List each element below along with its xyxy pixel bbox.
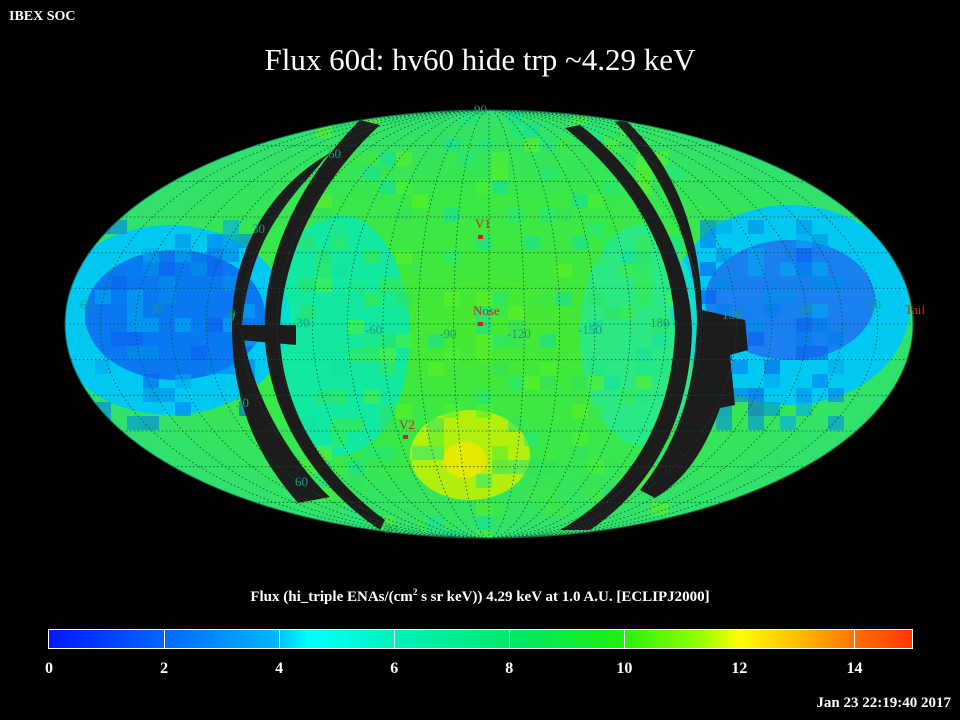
lon-label-neg150: -150: [578, 322, 602, 337]
colorbar-title-rest: s sr keV)) 4.29 keV at 1.0 A.U. [ECLIPJ2…: [417, 589, 710, 605]
v1-label: V1: [475, 216, 491, 231]
lon-label-150: 150: [722, 307, 742, 322]
v2-label: V2: [399, 417, 415, 432]
colorbar: [48, 629, 913, 649]
colorbar-tick: [279, 630, 281, 648]
lon-label-120: 120: [792, 301, 812, 316]
colorbar-tick: [624, 630, 626, 648]
no-data-region-right: [615, 120, 748, 498]
tail-label: Tail: [905, 302, 925, 317]
nose-label: Nose: [473, 303, 500, 318]
lon-label-30: 30: [150, 301, 163, 316]
nose-marker: [478, 322, 483, 326]
no-data-band-left: [264, 120, 385, 530]
colorbar-tick-label: 10: [616, 660, 633, 677]
peak-flux-spot: [443, 442, 487, 478]
lat-label-0: 0: [228, 309, 235, 324]
lon-label-neg120: -120: [507, 326, 531, 341]
lat-label-90n: 90: [474, 102, 487, 117]
graticule: [65, 110, 913, 538]
colorbar-tick: [739, 630, 741, 648]
colorbar-title: Flux (hi_triple ENAs/(cm2 s sr keV)) 4.2…: [0, 587, 960, 606]
colorbar-title-text: Flux (hi_triple ENAs/(cm: [250, 589, 413, 605]
lat-label-60s: 60: [295, 474, 308, 489]
lat-label-60n: 60: [328, 146, 341, 161]
colorbar-tick-label: 12: [731, 660, 748, 677]
lon-label-neg90: -90: [439, 326, 456, 341]
colorbar-tick: [394, 630, 396, 648]
lat-label-30n: 30: [252, 221, 265, 236]
no-data-band-right: [560, 125, 692, 530]
timestamp: Jan 23 22:19:40 2017: [816, 695, 951, 711]
v1-marker: [478, 235, 483, 239]
colorbar-tick-label: 2: [160, 660, 169, 677]
lon-label-60: 60: [80, 297, 93, 312]
lon-label-neg60: -60: [365, 322, 382, 337]
lon-label-90: 90: [868, 297, 881, 312]
colorbar-tick-label: 8: [505, 660, 514, 677]
colorbar-title-superscript: 2: [412, 587, 418, 597]
no-data-crescent-left: [232, 152, 332, 503]
lat-label-30s: 30: [236, 395, 249, 410]
brand-label: IBEX SOC: [9, 9, 76, 24]
colorbar-tick-label: 0: [45, 660, 53, 677]
colorbar-tick: [164, 630, 166, 648]
lon-label-180: 180: [650, 315, 670, 330]
map-title: Flux 60d: hv60 hide trp ~4.29 keV: [264, 42, 696, 77]
colorbar-tick: [509, 630, 511, 648]
colorbar-tick: [854, 630, 856, 648]
lon-label-0: 0: [229, 306, 236, 321]
lon-label-neg30: -30: [292, 315, 309, 330]
v2-marker: [403, 435, 408, 439]
colorbar-tick-label: 6: [390, 660, 399, 677]
colorbar-tick-label: 4: [275, 660, 284, 677]
map-outline: [64, 109, 914, 539]
colorbar-tick-label: 14: [846, 660, 863, 677]
lat-label-90s: 90: [384, 521, 397, 536]
